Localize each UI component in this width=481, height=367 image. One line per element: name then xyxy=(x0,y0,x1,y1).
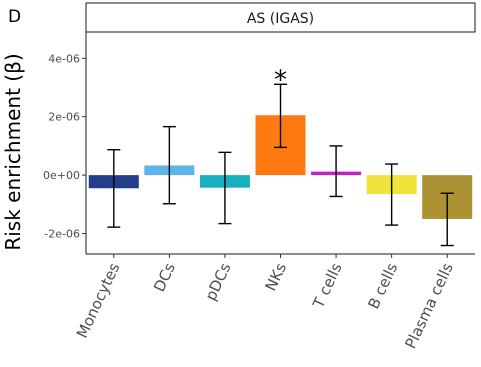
y-axis-label: Risk enrichment (β) xyxy=(1,53,25,250)
significance-marker: * xyxy=(274,65,287,95)
x-tick-label: Plasma cells xyxy=(401,260,456,352)
x-tick-label: B cells xyxy=(364,260,401,312)
x-tick-label: DCs xyxy=(150,260,179,295)
x-tick-label: NKs xyxy=(262,260,291,294)
x-tick-label: pDCs xyxy=(202,260,235,303)
x-tick-label: T cells xyxy=(309,260,346,312)
panel-label: D xyxy=(8,7,21,27)
y-tick-label: 0e+00 xyxy=(43,169,80,182)
facet-strip: AS (IGAS) xyxy=(85,2,476,33)
y-tick-label: 2e-06 xyxy=(48,111,80,124)
plot-area: * -2e-06 0e+00 2e-06 4e-06 Monocytes DCs pDCs NK… xyxy=(43,32,475,351)
facet-strip-box xyxy=(85,2,476,33)
y-tick-label: -2e-06 xyxy=(44,228,80,241)
facet-title: AS (IGAS) xyxy=(247,11,314,27)
x-tick-label: Monocytes xyxy=(73,260,124,341)
y-tick-label: 4e-06 xyxy=(48,52,80,65)
